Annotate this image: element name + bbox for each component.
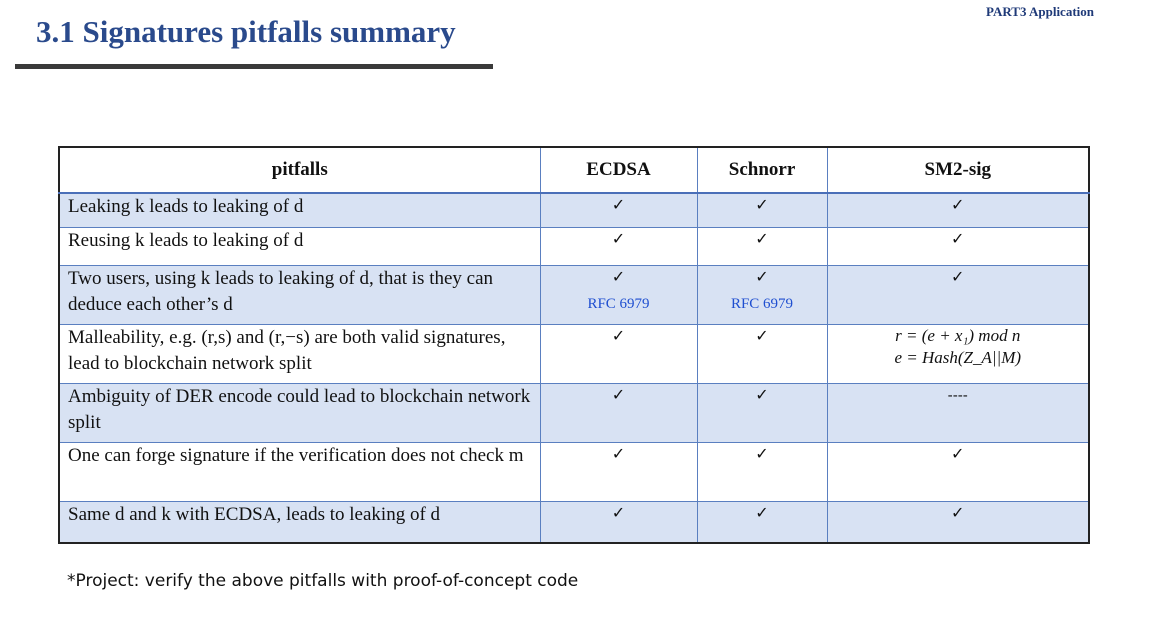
table-row: Two users, using k leads to leaking of d… xyxy=(58,264,1090,325)
ecdsa-check-cell: ✓ xyxy=(539,323,698,384)
check-mark: ✓ xyxy=(755,266,769,286)
schnorr-check-cell: ✓ xyxy=(696,500,828,544)
sm2-formula-cell: r = (e + x₁) mod n e = Hash(Z_A||M) xyxy=(826,323,1090,384)
table-header-row: pitfalls ECDSA Schnorr SM2-sig xyxy=(58,146,1090,194)
table-row: One can forge signature if the verificat… xyxy=(58,441,1090,502)
ecdsa-check-cell: ✓ xyxy=(539,226,698,266)
project-note: *Project: verify the above pitfalls with… xyxy=(67,571,579,591)
table-row: Malleability, e.g. (r,s) and (r,−s) are … xyxy=(58,323,1090,384)
column-header-schnorr: Schnorr xyxy=(696,146,828,194)
sm2-check-cell: ✓ xyxy=(826,264,1090,325)
pitfalls-table: pitfalls ECDSA Schnorr SM2-sig Leaking k… xyxy=(58,146,1090,544)
schnorr-check-cell: ✓ xyxy=(696,441,828,502)
sm2-formula-line: r = (e + x₁) mod n xyxy=(895,325,1021,345)
ecdsa-check-cell: ✓ xyxy=(539,441,698,502)
ecdsa-check-cell: ✓ RFC 6979 xyxy=(539,264,698,325)
pitfall-cell: Malleability, e.g. (r,s) and (r,−s) are … xyxy=(58,323,541,384)
sm2-check-cell: ✓ xyxy=(826,226,1090,266)
schnorr-check-cell: ✓ RFC 6979 xyxy=(696,264,828,325)
ecdsa-check-cell: ✓ xyxy=(539,500,698,544)
ecdsa-check-cell: ✓ xyxy=(539,382,698,443)
pitfall-cell: Leaking k leads to leaking of d xyxy=(58,192,541,228)
pitfall-cell: Two users, using k leads to leaking of d… xyxy=(58,264,541,325)
schnorr-check-cell: ✓ xyxy=(696,323,828,384)
schnorr-check-cell: ✓ xyxy=(696,192,828,228)
ecdsa-check-cell: ✓ xyxy=(539,192,698,228)
column-header-sm2: SM2-sig xyxy=(826,146,1090,194)
pitfall-cell: Ambiguity of DER encode could lead to bl… xyxy=(58,382,541,443)
not-applicable-dashes: ---- xyxy=(947,387,968,404)
table-row: Same d and k with ECDSA, leads to leakin… xyxy=(58,500,1090,544)
pitfall-cell: Same d and k with ECDSA, leads to leakin… xyxy=(58,500,541,544)
rfc-note: RFC 6979 xyxy=(587,295,650,312)
pitfalls-table-container: pitfalls ECDSA Schnorr SM2-sig Leaking k… xyxy=(58,146,1090,544)
pitfall-cell: Reusing k leads to leaking of d xyxy=(58,226,541,266)
check-mark: ✓ xyxy=(611,266,626,286)
table-row: Leaking k leads to leaking of d ✓ ✓ ✓ xyxy=(58,192,1090,228)
table-row: Ambiguity of DER encode could lead to bl… xyxy=(58,382,1090,443)
sm2-check-cell: ✓ xyxy=(826,500,1090,544)
part-label: PART3 Application xyxy=(985,4,1094,19)
sm2-formula-line: e = Hash(Z_A||M) xyxy=(894,347,1022,367)
sm2-check-cell: ✓ xyxy=(826,192,1090,228)
column-header-ecdsa: ECDSA xyxy=(539,146,698,194)
pitfall-cell: One can forge signature if the verificat… xyxy=(58,441,541,502)
column-header-pitfalls: pitfalls xyxy=(58,146,541,194)
sm2-check-cell: ✓ xyxy=(826,441,1090,502)
sm2-check-cell: ---- xyxy=(826,382,1090,443)
title-underline xyxy=(15,64,493,69)
schnorr-check-cell: ✓ xyxy=(696,226,828,266)
rfc-note: RFC 6979 xyxy=(730,295,794,312)
table-row: Reusing k leads to leaking of d ✓ ✓ ✓ xyxy=(58,226,1090,266)
schnorr-check-cell: ✓ xyxy=(696,382,828,443)
page-title: 3.1 Signatures pitfalls summary xyxy=(36,14,456,49)
